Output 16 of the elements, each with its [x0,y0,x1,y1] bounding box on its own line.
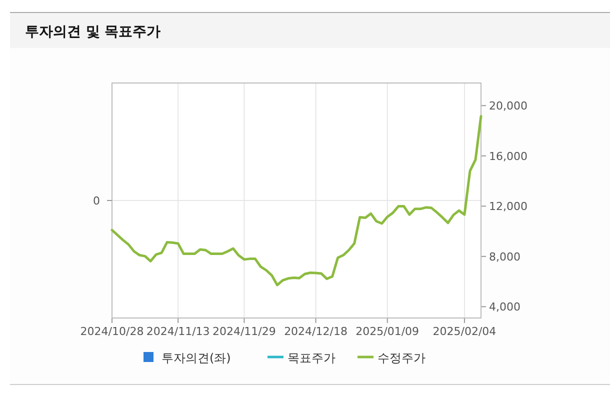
y2-tick: 8,000 [489,250,520,264]
x-tick: 2024/10/28 [80,325,144,338]
annotation: 0 [93,194,100,208]
x-tick: 2024/11/13 [146,325,210,338]
y2-tick: 16,000 [489,150,528,163]
y2-tick: 20,000 [489,100,528,113]
legend-label: 목표주가 [288,351,336,365]
legend-label: 수정주가 [378,351,426,365]
legend-label: 투자의견(좌) [162,351,231,365]
x-tick: 2024/11/29 [212,325,276,338]
y2-tick: 4,000 [489,300,520,314]
x-tick: 2025/01/09 [356,325,420,338]
x-tick: 2024/12/18 [284,325,348,338]
x-tick: 2025/02/04 [432,325,496,338]
title: 투자의견 및 목표주가 [25,24,161,40]
y2-tick: 12,000 [489,200,528,214]
